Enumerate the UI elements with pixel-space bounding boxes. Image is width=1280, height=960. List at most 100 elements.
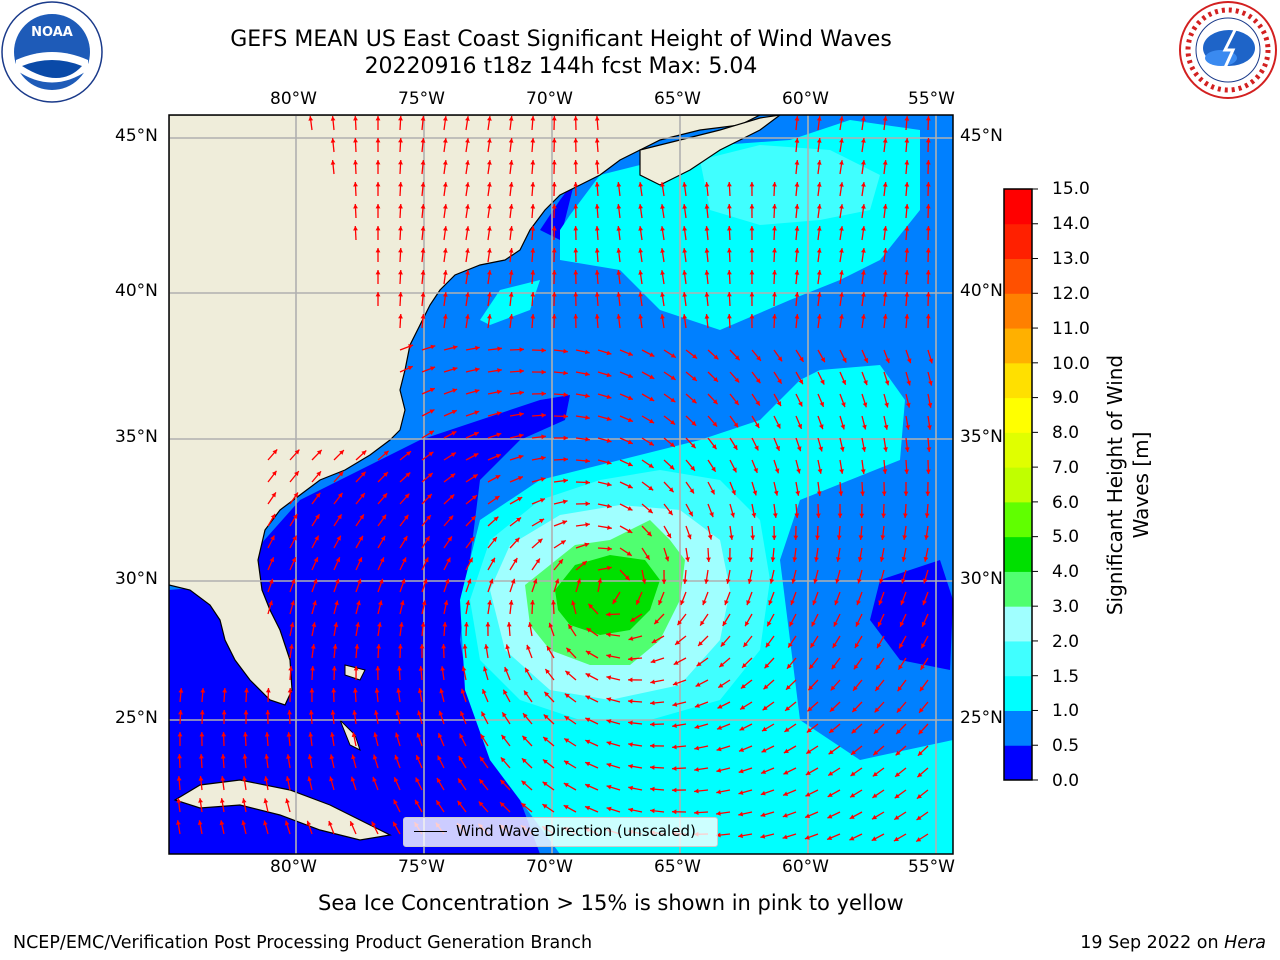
wave-arrow-head <box>675 640 680 645</box>
wave-arrow-head <box>855 621 860 627</box>
wave-arrow-head <box>479 779 484 784</box>
wave-arrow-head <box>176 798 182 803</box>
wave-arrow-head <box>916 837 922 842</box>
wave-arrow-head <box>442 226 448 231</box>
wave-arrow-head <box>861 182 866 187</box>
wave-arrow-head <box>727 557 733 562</box>
wave-arrow-head <box>650 658 656 664</box>
wave-arrow-head <box>496 389 502 395</box>
wave-arrow-head <box>670 375 676 380</box>
wave-arrow-head <box>836 557 841 562</box>
wave-arrow-head <box>428 451 434 457</box>
wave-arrow-head <box>773 490 779 496</box>
wave-arrow-head <box>573 116 579 121</box>
wave-arrow-head <box>841 379 846 385</box>
wave-arrow-head <box>307 754 313 759</box>
wave-arrow-head <box>727 248 732 253</box>
wave-arrow-head <box>506 622 512 627</box>
wave-arrow-head <box>669 464 675 470</box>
wave-arrow-head <box>353 204 358 209</box>
wave-arrow-head <box>508 248 514 253</box>
wave-arrow-head <box>882 226 888 231</box>
wave-arrow-head <box>616 182 622 187</box>
wave-arrow-head <box>904 138 910 143</box>
wave-arrow-head <box>465 204 470 209</box>
colorbar-tick: 2.0 <box>1052 632 1080 652</box>
wave-arrow-head <box>357 557 363 563</box>
wave-arrow-head <box>861 116 866 121</box>
wave-arrow-head <box>628 742 633 747</box>
wave-arrow-head <box>313 578 318 584</box>
wave-arrow-head <box>761 769 766 774</box>
wave-arrow-head <box>904 292 910 297</box>
wave-arrow-head <box>899 621 905 627</box>
colorbar-tick: 6.0 <box>1052 493 1080 513</box>
wave-arrow-head <box>883 447 888 452</box>
wave-arrow-head <box>241 820 246 826</box>
land-north-america <box>169 115 761 706</box>
colorbar-swatch <box>1004 710 1032 746</box>
wave-arrow-head <box>308 710 314 715</box>
wave-arrow-head <box>177 754 182 759</box>
wave-arrow-head <box>877 643 882 649</box>
wave-contour-0-0.5 <box>870 560 953 670</box>
wave-arrow-head <box>586 628 592 633</box>
wave-arrow-head <box>861 226 866 231</box>
wave-arrow-head <box>906 358 912 364</box>
wave-arrow-head <box>508 116 514 121</box>
wave-arrow-head <box>573 204 579 209</box>
wave-arrow-head <box>716 789 721 795</box>
wave-arrow-head <box>442 116 448 121</box>
wave-arrow-head <box>713 354 719 360</box>
wave-arrow-head <box>487 600 492 605</box>
wave-arrow-head <box>749 226 755 231</box>
wave-arrow-head <box>330 116 336 121</box>
wave-arrow-head <box>487 248 492 253</box>
wave-arrow-head <box>517 476 523 481</box>
wave-arrow-head <box>436 777 442 783</box>
wave-arrow-head <box>669 442 675 447</box>
wave-arrow-head <box>422 578 428 584</box>
wave-arrow-head <box>542 804 548 809</box>
colorbar-swatch <box>1004 467 1032 503</box>
wave-arrow-head <box>426 515 431 520</box>
wave-arrow-head <box>521 803 527 808</box>
wave-arrow-head <box>530 160 536 165</box>
wave-arrow-head <box>816 248 822 253</box>
wave-arrow-head <box>650 700 655 706</box>
wave-arrow-head <box>508 270 514 275</box>
wave-arrow-head <box>925 270 931 275</box>
wave-arrow-head <box>755 400 760 406</box>
wave-arrow-head <box>921 643 926 649</box>
wave-arrow-head <box>271 492 276 498</box>
wave-arrow-head <box>465 116 470 121</box>
wave-arrow-head <box>573 314 579 319</box>
wave-arrow-head <box>310 666 315 671</box>
wave-arrow-head <box>429 430 434 436</box>
wave-arrow-head <box>858 535 864 540</box>
wave-arrow-head <box>585 739 591 745</box>
wave-arrow-head <box>917 772 923 778</box>
wave-arrow-head <box>573 248 579 253</box>
wave-arrow-head <box>496 411 502 416</box>
wave-arrow-head <box>353 666 359 671</box>
wave-arrow-head <box>406 451 411 456</box>
wave-arrow-head <box>291 557 296 563</box>
wave-arrow-head <box>479 756 485 762</box>
wave-arrow-head <box>627 483 633 489</box>
wave-arrow-head <box>573 292 579 297</box>
colorbar-tick: 0.5 <box>1052 736 1080 756</box>
wave-arrow-head <box>403 514 409 520</box>
wave-arrow-head <box>544 691 550 697</box>
wave-arrow-head <box>651 638 657 643</box>
wave-arrow-head <box>646 531 652 537</box>
wave-arrow-head <box>563 435 568 441</box>
wave-arrow-head <box>777 378 782 384</box>
wave-arrow-head <box>551 248 557 253</box>
wave-arrow-head <box>330 710 336 715</box>
wave-arrow-head <box>338 471 344 477</box>
wave-arrow-head <box>178 710 183 715</box>
wave-arrow-head <box>197 820 203 825</box>
wave-arrow-head <box>860 469 866 474</box>
wave-arrow-head <box>928 358 934 364</box>
